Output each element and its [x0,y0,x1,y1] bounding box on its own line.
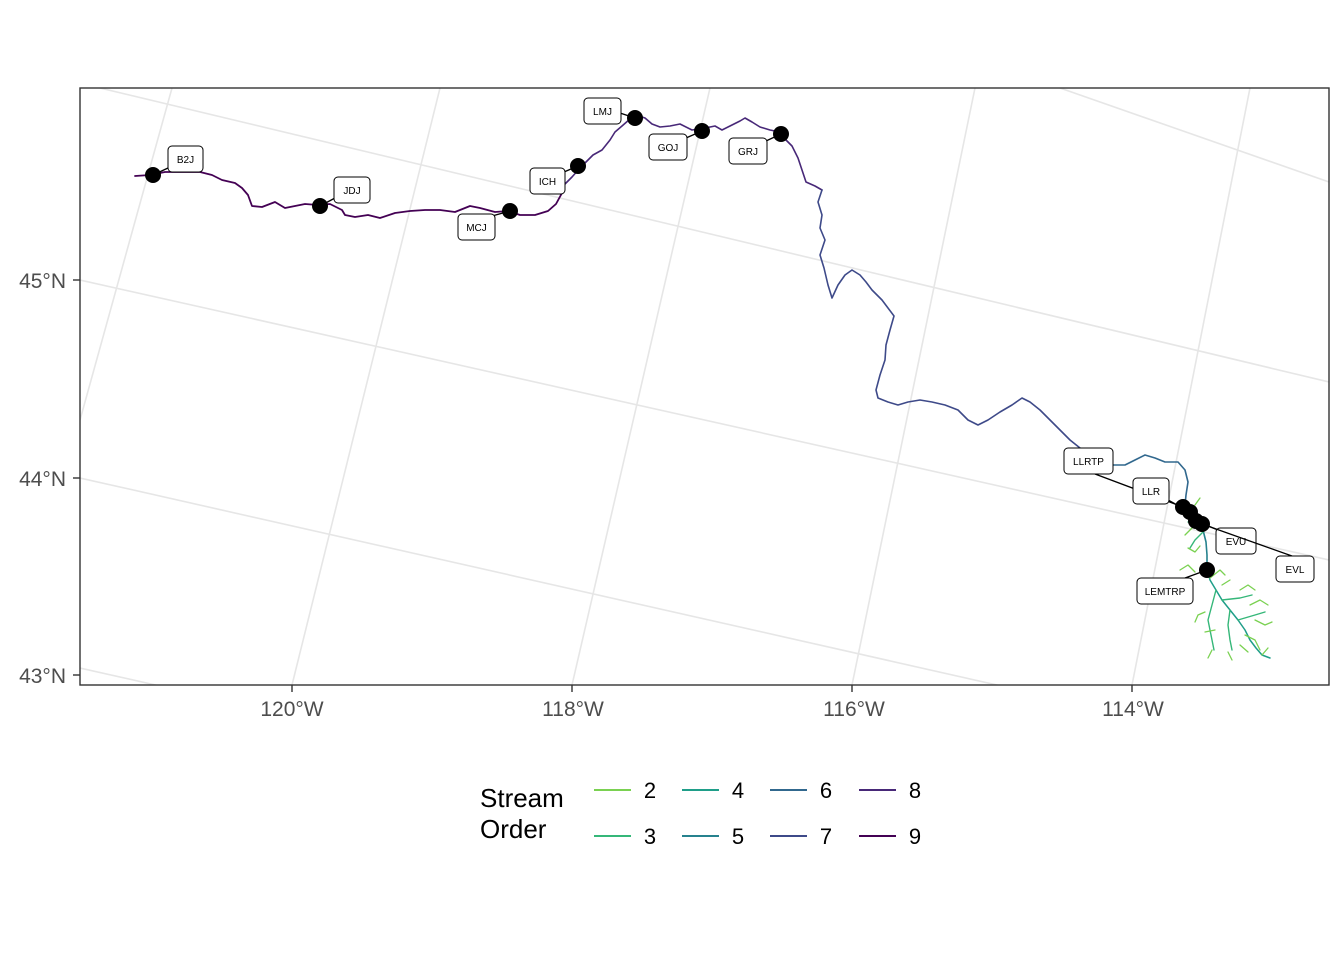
legend-label: 8 [909,778,921,803]
y-axis-labels: 45°N 44°N 43°N [19,270,66,688]
site-label-evl: EVL [1286,565,1305,576]
site-label-llr: LLR [1142,487,1160,498]
site-point-grj[interactable] [773,126,789,142]
site-point-jdj[interactable] [312,198,328,214]
stream-order-8 [561,114,823,194]
legend-item-order-5: 5 [682,824,744,849]
x-axis-labels: 120°W 118°W 116°W 114°W [260,698,1164,721]
legend-items: 2 3 4 5 6 7 8 9 [594,778,921,849]
legend-label: 9 [909,824,921,849]
site-lmj[interactable]: LMJ [583,97,643,126]
stream-order-9 [134,171,563,219]
legend-label: 4 [732,778,744,803]
site-lemtrp[interactable]: LEMTRP [1136,562,1215,605]
legend-title-line1: Stream [480,783,564,813]
site-evl[interactable]: EVL [1194,516,1315,583]
legend-item-order-2: 2 [594,778,656,803]
site-point-goj[interactable] [694,123,710,139]
y-tick-label: 45°N [19,270,66,293]
legend-title-line2: Order [480,814,547,844]
stream-order-7 [817,189,1081,449]
legend-label: 3 [644,824,656,849]
site-point-lemtrp[interactable] [1199,562,1215,578]
site-point-b2j[interactable] [145,167,161,183]
site-b2j[interactable]: B2J [145,145,204,183]
legend-item-order-6: 6 [770,778,832,803]
site-label-grj: GRJ [738,147,758,158]
legend-item-order-7: 7 [770,824,832,849]
site-label-lmj: LMJ [593,107,612,118]
legend-label: 7 [820,824,832,849]
map-panel [80,88,1329,685]
legend-item-order-3: 3 [594,824,656,849]
y-tick-label: 44°N [19,468,66,491]
legend-item-order-4: 4 [682,778,744,803]
site-label-mcj: MCJ [466,223,487,234]
site-grj[interactable]: GRJ [728,126,789,165]
axis-ticks [73,279,1133,692]
site-jdj[interactable]: JDJ [312,176,371,214]
site-mcj[interactable]: MCJ [457,203,518,241]
legend-label: 6 [820,778,832,803]
legend-item-order-9: 9 [859,824,921,849]
site-label-lemtrp: LEMTRP [1145,587,1186,598]
site-label-ich: ICH [539,177,556,188]
stream-lines [134,114,1273,661]
y-tick-label: 43°N [19,665,66,688]
x-tick-label: 120°W [260,698,323,721]
site-label-b2j: B2J [177,155,194,166]
x-tick-label: 116°W [823,698,885,721]
site-point-evl[interactable] [1194,516,1210,532]
site-label-evu: EVU [1226,537,1247,548]
stream-order-2 [1179,497,1273,661]
x-tick-label: 118°W [542,698,604,721]
site-label-jdj: JDJ [343,186,360,197]
legend: Stream Order 2 3 4 5 6 7 8 9 [480,778,921,849]
site-markers: B2J JDJ MCJ ICH LMJ [145,97,1315,605]
site-point-ich[interactable] [570,158,586,174]
legend-item-order-8: 8 [859,778,921,803]
site-point-lmj[interactable] [627,110,643,126]
map-panel-border [79,87,1330,686]
legend-label: 5 [732,824,744,849]
site-point-mcj[interactable] [502,203,518,219]
site-label-goj: GOJ [658,143,679,154]
legend-label: 2 [644,778,656,803]
x-tick-label: 114°W [1102,698,1164,721]
graticule [80,88,1329,685]
site-goj[interactable]: GOJ [648,123,710,161]
site-label-llrtp: LLRTP [1073,457,1104,468]
site-ich[interactable]: ICH [529,158,586,195]
